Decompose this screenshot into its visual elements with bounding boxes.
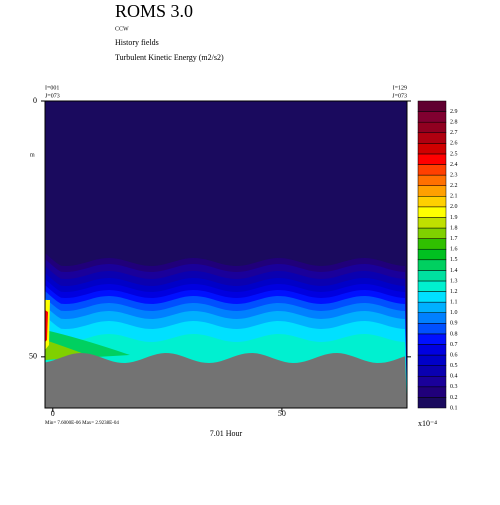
colorbar-box xyxy=(417,344,447,356)
colorbar-box xyxy=(417,100,447,112)
colorbar-box xyxy=(417,354,447,366)
colorbar-tick-label: 0.7 xyxy=(450,342,458,348)
colorbar-box xyxy=(417,153,447,165)
y-tick-label: 50 xyxy=(29,352,37,361)
colorbar-tick-label: 0.8 xyxy=(450,331,458,337)
colorbar-box xyxy=(417,121,447,134)
y-axis-label: m xyxy=(30,152,35,158)
colorbar-box xyxy=(417,248,447,261)
x-tick-label: 50 xyxy=(278,409,286,418)
colorbar-tick-label: 1.7 xyxy=(450,236,458,242)
colorbar-tick-label: 2.1 xyxy=(450,194,458,200)
colorbar-tick-label: 1.9 xyxy=(450,215,458,221)
colorbar-box xyxy=(417,185,447,197)
colorbar-box xyxy=(417,196,447,208)
colorbar-box xyxy=(417,164,447,176)
colorbar-tick-label: 2.4 xyxy=(450,162,458,168)
colorbar-box xyxy=(417,143,447,155)
colorbar-box xyxy=(417,227,447,239)
colorbar-box xyxy=(417,206,447,218)
colorbar-box xyxy=(417,291,447,303)
colorbar-tick-label: 1.5 xyxy=(450,257,458,263)
colorbar-tick-label: 2.7 xyxy=(450,130,458,136)
colorbar-tick-label: 1.6 xyxy=(450,247,458,253)
colorbar-box xyxy=(417,333,447,345)
corner-label: J=073 xyxy=(392,93,407,99)
colorbar-box xyxy=(417,111,447,123)
colorbar-box xyxy=(417,217,447,229)
y-tick-label: 0 xyxy=(33,96,37,105)
colorbar-box xyxy=(417,301,447,313)
colorbar-tick-label: 1.8 xyxy=(450,225,458,231)
title: ROMS 3.0 xyxy=(115,1,193,21)
colorbar-tick-label: 2.3 xyxy=(450,172,458,178)
colorbar-box xyxy=(417,280,447,292)
colorbar-tick-label: 0.1 xyxy=(450,405,458,411)
colorbar-tick-label: 0.3 xyxy=(450,384,458,390)
colorbar-tick-label: 1.3 xyxy=(450,278,458,284)
colorbar-label: x10⁻⁴ xyxy=(418,419,437,428)
colorbar-tick-label: 1.1 xyxy=(450,300,458,306)
colorbar-tick-label: 1.0 xyxy=(450,310,458,316)
colorbar-box xyxy=(417,238,447,250)
colorbar-tick-label: 1.4 xyxy=(450,268,458,274)
colorbar-box xyxy=(417,375,447,388)
corner-label: J=073 xyxy=(45,93,60,99)
colorbar-tick-label: 2.9 xyxy=(450,109,458,115)
colorbar-tick-label: 2.6 xyxy=(450,141,458,147)
colorbar-tick-label: 0.4 xyxy=(450,374,458,380)
colorbar-box xyxy=(417,397,447,409)
corner-label: I=129 xyxy=(393,85,407,91)
plot-frame xyxy=(44,100,408,409)
colorbar-tick-label: 0.2 xyxy=(450,395,458,401)
colorbar-box xyxy=(417,270,447,282)
x-axis-label: 7.01 Hour xyxy=(210,429,243,438)
colorbar-tick-label: 2.0 xyxy=(450,204,458,210)
colorbar-box xyxy=(417,132,447,144)
colorbar-tick-label: 2.5 xyxy=(450,151,458,157)
bathymetry xyxy=(45,353,407,408)
colorbar-tick-label: 0.5 xyxy=(450,363,458,369)
colorbar-box xyxy=(417,312,447,324)
colorbar-tick-label: 0.9 xyxy=(450,321,458,327)
caption: Turbulent Kinetic Energy (m2/s2) xyxy=(115,53,224,62)
colorbar-box xyxy=(417,386,447,398)
colorbar-box xyxy=(417,174,447,186)
colorbar-box xyxy=(417,259,447,271)
colorbar-box xyxy=(417,323,447,335)
corner-label: I=001 xyxy=(45,85,59,91)
caption: History fields xyxy=(115,38,159,47)
colorbar-tick-label: 2.8 xyxy=(450,120,458,126)
subtitle: CCW xyxy=(115,26,129,32)
colorbar-box xyxy=(417,365,447,377)
colorbar-tick-label: 0.6 xyxy=(450,352,458,358)
x-tick-label: 0 xyxy=(51,409,55,418)
colorbar-tick-label: 2.2 xyxy=(450,183,458,189)
min-max: Min= 7.6000E-06 Max= 2.9238E-04 xyxy=(45,421,119,426)
colorbar-tick-label: 1.2 xyxy=(450,289,458,295)
contour-band xyxy=(45,310,48,342)
